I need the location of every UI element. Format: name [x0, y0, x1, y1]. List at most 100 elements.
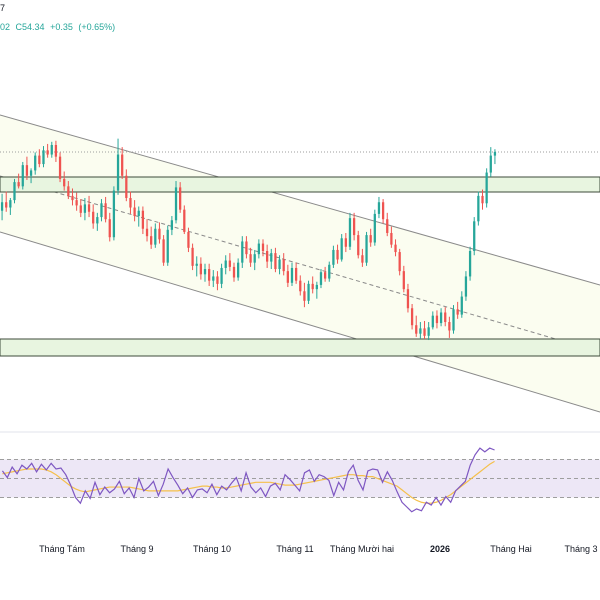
candle-body [224, 260, 227, 268]
candle-body [220, 267, 223, 284]
candle-body [294, 267, 298, 281]
candle-body [439, 312, 443, 324]
candle-body [332, 249, 335, 265]
candle-body [489, 155, 492, 173]
x-axis-tick-label: Tháng Hai [490, 544, 532, 554]
candle-body [195, 263, 198, 266]
candle-body [42, 150, 45, 165]
candle-body [104, 203, 107, 220]
candle-body [187, 231, 190, 248]
candle-body [386, 219, 389, 233]
candle-body [431, 315, 434, 328]
candle-body [274, 253, 277, 270]
candle-body [477, 195, 480, 222]
candle-body [232, 266, 236, 278]
candle-body [137, 210, 140, 217]
x-axis-tick-label: 2026 [430, 544, 450, 554]
candle-body [336, 249, 339, 260]
candle-body [92, 211, 95, 224]
candle-body [245, 241, 248, 255]
candle-body [410, 308, 414, 326]
candle-body [340, 238, 343, 260]
candle-body [344, 238, 347, 247]
candle-body [150, 236, 153, 245]
x-axis-tick-label: Tháng Tám [39, 544, 85, 554]
candle-body [319, 272, 323, 285]
candle-body [228, 260, 232, 267]
candle-body [303, 291, 306, 301]
candle-body [464, 276, 468, 297]
candle-body [402, 271, 405, 290]
candle-body [5, 202, 8, 208]
candle-body [54, 145, 58, 157]
candle-body [9, 200, 12, 208]
candle-body [212, 276, 215, 281]
change-value: +0.35 [50, 22, 73, 32]
x-axis-tick-label: Tháng 11 [276, 544, 313, 554]
x-axis-tick-label: Tháng 9 [120, 544, 153, 554]
candle-body [237, 262, 240, 278]
candle-body [208, 269, 211, 281]
candle-body [493, 151, 497, 156]
candle-body [394, 244, 397, 253]
candle-body [373, 213, 376, 243]
candle-body [460, 296, 463, 315]
candle-body [311, 283, 314, 290]
candle-body [435, 315, 439, 324]
candle-body [121, 154, 124, 176]
candle-body [444, 312, 447, 323]
candle-body [129, 198, 132, 208]
candle-body [183, 209, 186, 232]
candle-body [71, 195, 74, 201]
candle-body [423, 328, 426, 336]
candle-body [361, 255, 364, 263]
candle-body [216, 276, 219, 284]
change-percent: (+0.65%) [78, 22, 116, 32]
candle-body [257, 243, 260, 255]
candle-body [348, 218, 352, 247]
candle-body [261, 243, 265, 251]
candle-body [46, 150, 49, 155]
candle-body [100, 203, 103, 218]
rsi-line [1, 447, 495, 513]
candle-body [50, 145, 53, 155]
candle-body [191, 247, 194, 266]
support-zone [0, 338, 600, 357]
candle-body [357, 235, 360, 256]
candle-body [290, 267, 294, 283]
candle-body [265, 251, 269, 262]
channel-fill [0, 115, 600, 412]
candle-body [249, 254, 252, 263]
candle-body [125, 175, 128, 198]
candle-body [108, 219, 111, 238]
candle-body [154, 228, 157, 245]
candle-body [286, 271, 289, 283]
channel-midline [0, 175, 600, 353]
candle-body [112, 190, 116, 238]
candle-body [468, 251, 472, 277]
candle-body [369, 235, 372, 243]
candle-body [452, 309, 455, 331]
candle-body [203, 269, 207, 275]
candle-body [406, 289, 410, 309]
candle-body [96, 217, 99, 224]
ohlc-legend: 02 C54.34 +0.35 (+0.65%) [0, 22, 118, 32]
candle-body [241, 241, 244, 263]
candle-body [199, 263, 203, 275]
candle-body [34, 155, 37, 171]
candle-body [278, 259, 281, 270]
candle-body [145, 228, 149, 237]
candle-body [398, 252, 401, 272]
candle-body [63, 178, 66, 187]
candle-body [253, 254, 256, 263]
x-axis-tick-label: Tháng 3 [564, 544, 597, 554]
candle-body [323, 272, 327, 279]
channel-upper-line [0, 114, 600, 286]
x-axis-tick-label: Tháng Mười hai [330, 544, 394, 554]
candle-body [67, 186, 70, 196]
candle-body [29, 170, 33, 176]
candle-body [377, 202, 381, 214]
candle-body [25, 165, 29, 176]
candle-body [17, 182, 20, 187]
